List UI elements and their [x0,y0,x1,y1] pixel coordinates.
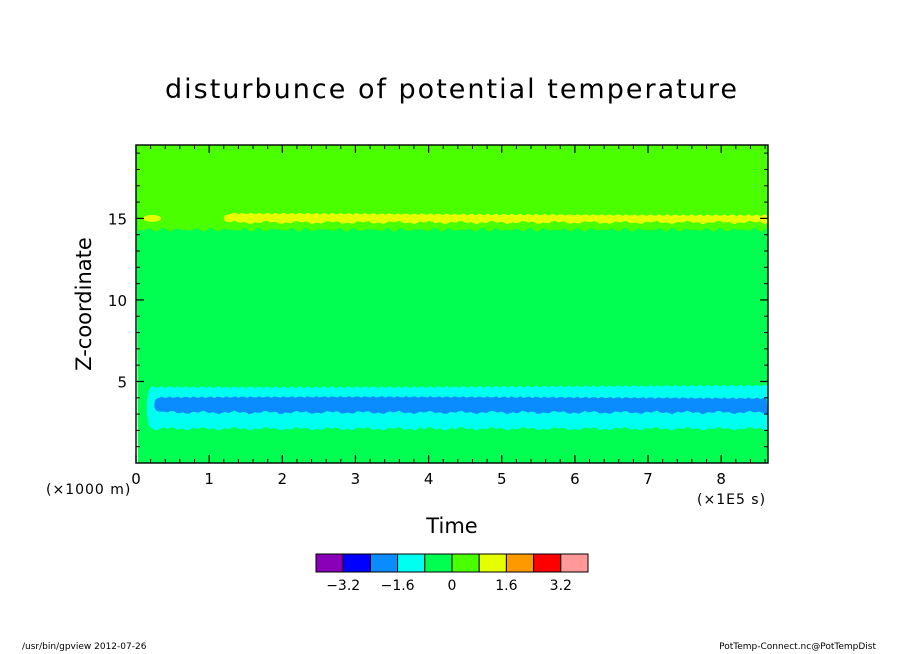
contour-band [223,212,768,225]
y-tick-label: 5 [117,373,127,391]
colorbar-swatch [369,553,399,573]
contour-band [136,145,768,232]
x-axis-label: Time [426,514,478,538]
plot-area [136,145,768,463]
contour-band [154,395,768,415]
y-tick-label: 10 [108,292,127,310]
y-axis-label: Z-coordinate [72,237,96,371]
colorbar-swatch [560,553,589,573]
x-axis-unit: (×1E5 s) [697,492,767,508]
footer-right: PotTemp-Connect.nc@PotTempDist [719,642,876,652]
x-tick-label: 7 [643,470,653,488]
colorbar-tick-label: −3.2 [326,578,360,594]
colorbar-tick-label: 1.6 [495,578,517,594]
footer-left: /usr/bin/gpview 2012-07-26 [22,642,147,652]
colorbar-tick-label: 0 [448,578,457,594]
x-tick-label: 3 [351,470,361,488]
x-tick-label: 1 [204,470,214,488]
colorbar-swatch [424,553,453,573]
x-tick-label: 8 [716,470,726,488]
chart-title: disturbunce of potential temperature [165,74,739,105]
colorbar-swatch [533,553,562,573]
x-tick-label: 5 [497,470,507,488]
x-tick-label: 2 [278,470,288,488]
colorbar-swatch [397,553,426,573]
x-tick-label: 6 [570,470,580,488]
colorbar-swatch [478,553,507,573]
contour-band [143,214,162,222]
colorbar-swatch [315,553,344,573]
axes: 0 1 2 3 4 5 6 7 8 5 10 15 [108,144,769,488]
colorbar-tick-label: 3.2 [550,578,572,594]
colorbar-tick-label: −1.6 [381,578,415,594]
colorbar-swatch [451,553,480,573]
colorbar-swatch [505,553,535,573]
colorbar: −3.2 −1.6 0 1.6 3.2 [315,553,589,594]
x-tick-label: 4 [424,470,434,488]
plot-frame [135,144,769,464]
colorbar-swatch [342,553,371,573]
x-tick-label: 0 [131,470,141,488]
y-tick-label: 15 [108,210,127,228]
y-axis-unit: (×1000 m) [46,482,132,498]
